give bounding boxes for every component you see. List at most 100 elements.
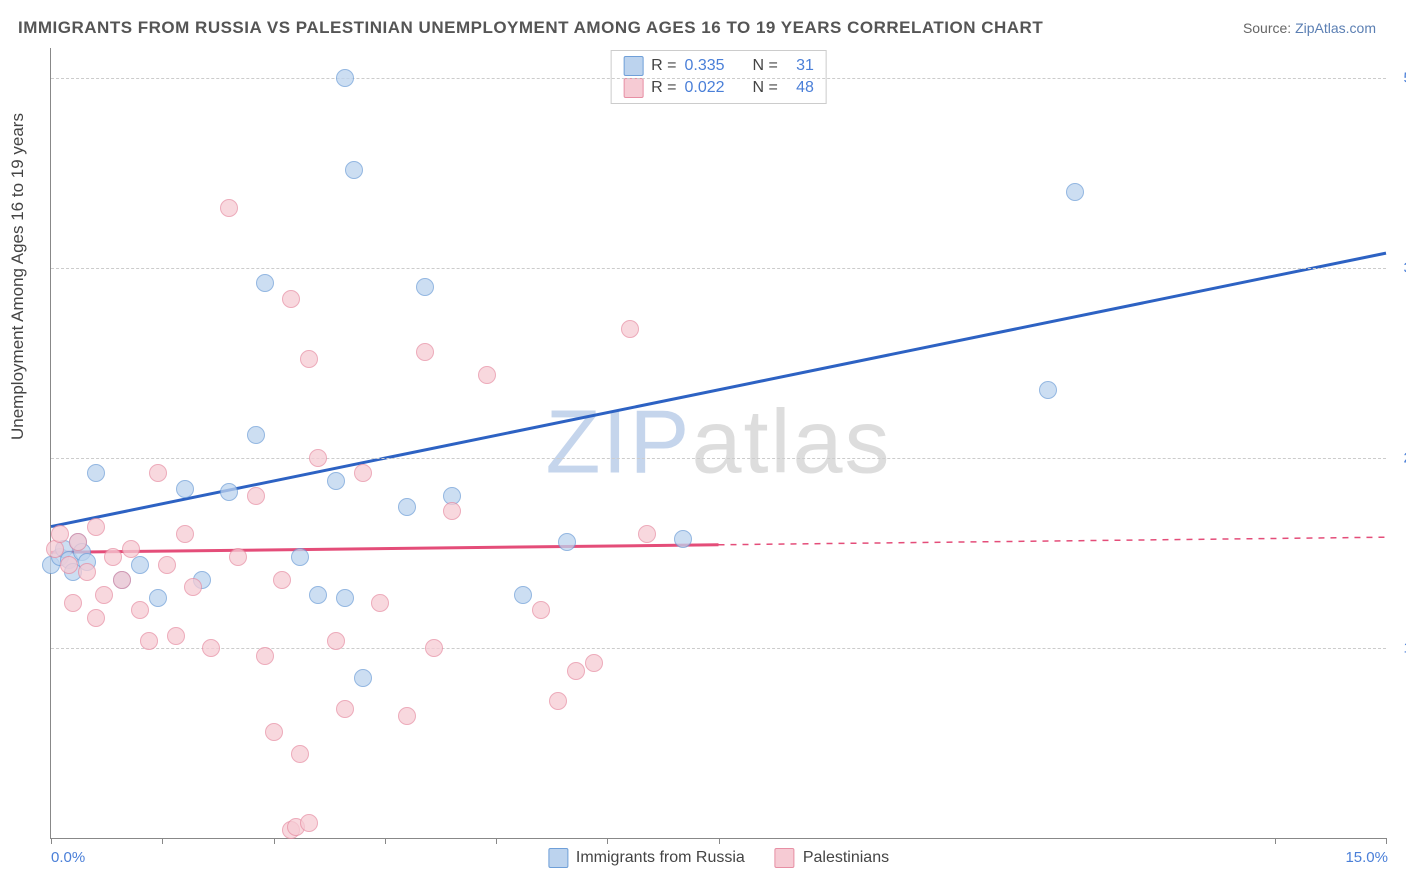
scatter-point [149,589,167,607]
watermark-atlas: atlas [691,393,891,493]
legend-series-item: Immigrants from Russia [548,848,745,868]
y-tick-label: 12.5% [1391,640,1406,657]
source-link[interactable]: ZipAtlas.com [1295,20,1376,36]
scatter-point [176,525,194,543]
plot-area: ZIPatlas R =0.335N =31R =0.022N =48 Immi… [50,48,1386,839]
x-tick [496,838,497,844]
legend-n-value: 31 [786,55,814,77]
legend-r-label: R = [651,77,676,99]
scatter-point [95,586,113,604]
x-tick [162,838,163,844]
gridline [51,78,1386,79]
scatter-point [585,654,603,672]
scatter-point [478,366,496,384]
scatter-point [327,472,345,490]
legend-n-label: N = [753,55,778,77]
scatter-point [354,464,372,482]
scatter-point [336,589,354,607]
legend-series: Immigrants from Russia Palestinians [548,848,889,868]
scatter-point [416,278,434,296]
scatter-point [87,518,105,536]
y-tick-label: 25.0% [1391,450,1406,467]
scatter-point [60,556,78,574]
scatter-point [638,525,656,543]
legend-r-label: R = [651,55,676,77]
legend-stat-row: R =0.335N =31 [623,55,814,77]
scatter-point [336,69,354,87]
scatter-point [291,548,309,566]
x-tick [607,838,608,844]
scatter-point [69,533,87,551]
scatter-point [558,533,576,551]
source-prefix: Source: [1243,20,1295,36]
scatter-point [567,662,585,680]
source-attribution: Source: ZipAtlas.com [1243,20,1376,36]
scatter-point [78,563,96,581]
x-tick [274,838,275,844]
y-axis-label: Unemployment Among Ages 16 to 19 years [8,113,28,440]
scatter-point [122,540,140,558]
x-tick-label-start: 0.0% [51,849,85,866]
scatter-point [46,540,64,558]
scatter-point [674,530,692,548]
scatter-point [443,502,461,520]
scatter-point [51,525,69,543]
scatter-point [416,343,434,361]
gridline [51,268,1386,269]
scatter-point [327,632,345,650]
legend-stats: R =0.335N =31R =0.022N =48 [610,50,827,104]
x-tick [1275,838,1276,844]
scatter-point [265,723,283,741]
scatter-point [229,548,247,566]
legend-series-item: Palestinians [775,848,889,868]
scatter-point [398,498,416,516]
gridline [51,648,1386,649]
legend-swatch [775,848,795,868]
scatter-point [282,290,300,308]
legend-series-name: Palestinians [803,849,889,867]
trend-line [51,545,719,553]
x-tick [719,838,720,844]
scatter-point [291,745,309,763]
scatter-point [176,480,194,498]
scatter-point [425,639,443,657]
scatter-point [621,320,639,338]
scatter-point [131,556,149,574]
scatter-point [398,707,416,725]
scatter-point [104,548,122,566]
scatter-point [202,639,220,657]
legend-r-value: 0.022 [684,77,724,99]
scatter-point [300,814,318,832]
scatter-point [1066,183,1084,201]
scatter-point [247,426,265,444]
legend-stat-row: R = 0.022 N = 48 [623,77,814,99]
trend-line-dashed [719,537,1387,545]
scatter-point [87,464,105,482]
legend-swatch [623,56,643,76]
legend-swatch [548,848,568,868]
legend-n-label: N = [753,77,778,99]
scatter-point [309,449,327,467]
scatter-point [300,350,318,368]
scatter-point [149,464,167,482]
trend-line [51,253,1386,526]
scatter-point [273,571,291,589]
scatter-point [256,274,274,292]
scatter-point [167,627,185,645]
scatter-point [113,571,131,589]
legend-n-value: 48 [786,77,814,99]
scatter-point [345,161,363,179]
scatter-point [220,483,238,501]
scatter-point [184,578,202,596]
x-tick [51,838,52,844]
legend-series-name: Immigrants from Russia [576,849,745,867]
scatter-point [336,700,354,718]
scatter-point [371,594,389,612]
scatter-point [140,632,158,650]
scatter-point [247,487,265,505]
x-tick [385,838,386,844]
x-tick [1386,838,1387,844]
scatter-point [354,669,372,687]
scatter-point [514,586,532,604]
gridline [51,458,1386,459]
